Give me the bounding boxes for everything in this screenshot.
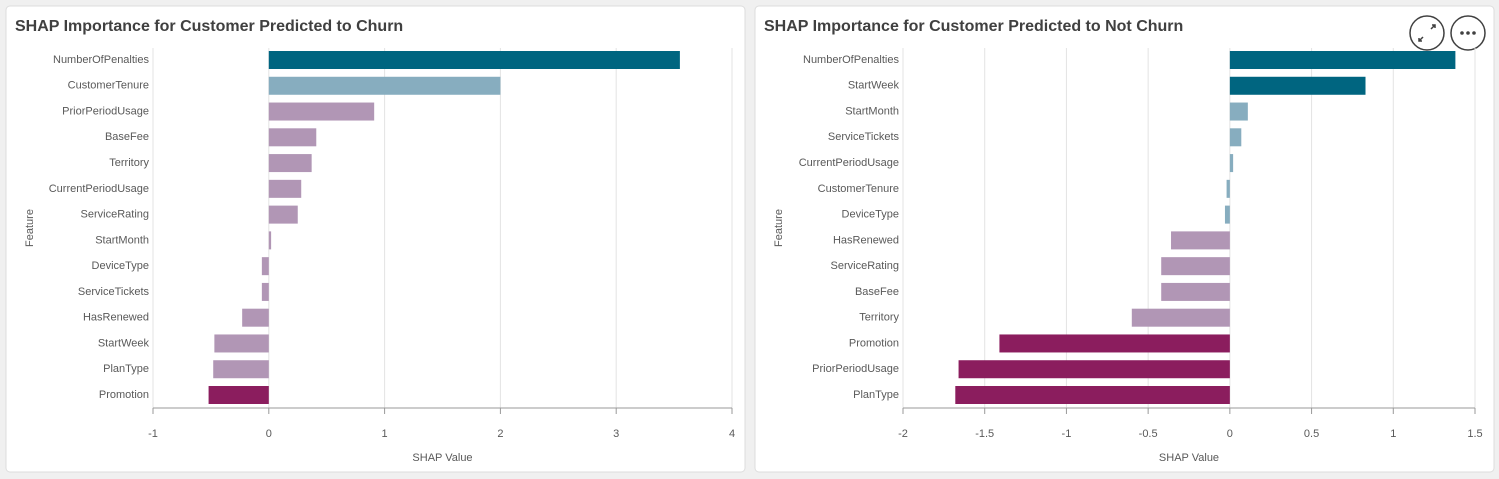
x-tick-label: -0.5 xyxy=(1139,428,1158,440)
bar xyxy=(208,386,269,404)
y-tick-label: StartMonth xyxy=(845,105,899,117)
panel xyxy=(5,5,746,473)
y-tick-label: NumberOfPenalties xyxy=(53,54,149,66)
y-tick-label: Territory xyxy=(109,157,149,169)
x-tick-label: 4 xyxy=(729,428,735,440)
y-tick-label: ServiceTickets xyxy=(78,286,150,298)
y-tick-label: ServiceRating xyxy=(81,209,149,221)
bar xyxy=(1229,154,1234,173)
bar xyxy=(1161,282,1230,301)
bar xyxy=(1229,76,1366,95)
y-tick-label: DeviceType xyxy=(92,260,149,272)
chart-title: SHAP Importance for Customer Predicted t… xyxy=(15,18,403,35)
bar xyxy=(1229,51,1456,69)
y-axis-title: Feature xyxy=(773,209,785,247)
y-tick-label: Promotion xyxy=(99,389,149,401)
bar xyxy=(1229,128,1242,147)
y-tick-label: ServiceTickets xyxy=(828,131,900,143)
y-tick-label: PriorPeriodUsage xyxy=(62,105,149,117)
y-axis-title: Feature xyxy=(24,209,36,247)
y-tick-label: Territory xyxy=(859,312,899,324)
bar xyxy=(213,360,269,379)
x-tick-label: 3 xyxy=(613,428,619,440)
y-tick-label: PlanType xyxy=(103,363,149,375)
y-tick-label: BaseFee xyxy=(855,286,899,298)
x-tick-label: -1 xyxy=(148,428,158,440)
x-tick-label: 1 xyxy=(1390,428,1396,440)
y-tick-label: StartWeek xyxy=(848,80,900,92)
y-tick-label: CurrentPeriodUsage xyxy=(799,157,899,169)
x-axis-title: SHAP Value xyxy=(412,452,472,464)
x-tick-label: -2 xyxy=(898,428,908,440)
x-tick-label: 1.5 xyxy=(1467,428,1482,440)
bar xyxy=(958,360,1230,379)
x-axis-title: SHAP Value xyxy=(1159,452,1219,464)
bar xyxy=(268,205,298,224)
y-tick-label: StartWeek xyxy=(98,337,150,349)
y-tick-label: CustomerTenure xyxy=(818,183,899,195)
y-tick-label: PlanType xyxy=(853,389,899,401)
y-tick-label: CurrentPeriodUsage xyxy=(49,183,149,195)
y-tick-label: HasRenewed xyxy=(833,234,899,246)
x-tick-label: 2 xyxy=(497,428,503,440)
bar xyxy=(268,154,312,173)
bar xyxy=(261,282,269,301)
bar xyxy=(955,386,1230,404)
y-tick-label: BaseFee xyxy=(105,131,149,143)
y-tick-label: NumberOfPenalties xyxy=(803,54,899,66)
bar xyxy=(268,128,317,147)
bar xyxy=(268,179,302,198)
bar xyxy=(1171,231,1230,250)
bar xyxy=(1226,179,1230,198)
x-tick-label: -1.5 xyxy=(975,428,994,440)
chart-title: SHAP Importance for Customer Predicted t… xyxy=(764,18,1183,35)
bar xyxy=(268,76,501,95)
bar xyxy=(214,334,269,353)
expand-button[interactable] xyxy=(1409,15,1445,51)
y-tick-label: DeviceType xyxy=(842,209,899,221)
y-tick-label: ServiceRating xyxy=(831,260,899,272)
x-tick-label: 1 xyxy=(382,428,388,440)
panel xyxy=(754,5,1495,473)
y-tick-label: HasRenewed xyxy=(83,312,149,324)
x-tick-label: 0 xyxy=(1227,428,1233,440)
bar xyxy=(268,51,680,69)
bar xyxy=(242,308,269,327)
bar xyxy=(261,257,269,276)
bar xyxy=(1131,308,1230,327)
bar xyxy=(1224,205,1230,224)
y-tick-label: StartMonth xyxy=(95,234,149,246)
x-tick-label: 0.5 xyxy=(1304,428,1319,440)
y-tick-label: PriorPeriodUsage xyxy=(812,363,899,375)
bar xyxy=(1161,257,1230,276)
y-tick-label: Promotion xyxy=(849,337,899,349)
more-button[interactable] xyxy=(1450,15,1486,51)
bar xyxy=(268,102,375,121)
bar xyxy=(268,231,272,250)
bar xyxy=(999,334,1230,353)
x-tick-label: -1 xyxy=(1062,428,1072,440)
y-tick-label: CustomerTenure xyxy=(68,80,149,92)
bar xyxy=(1229,102,1248,121)
x-tick-label: 0 xyxy=(266,428,272,440)
